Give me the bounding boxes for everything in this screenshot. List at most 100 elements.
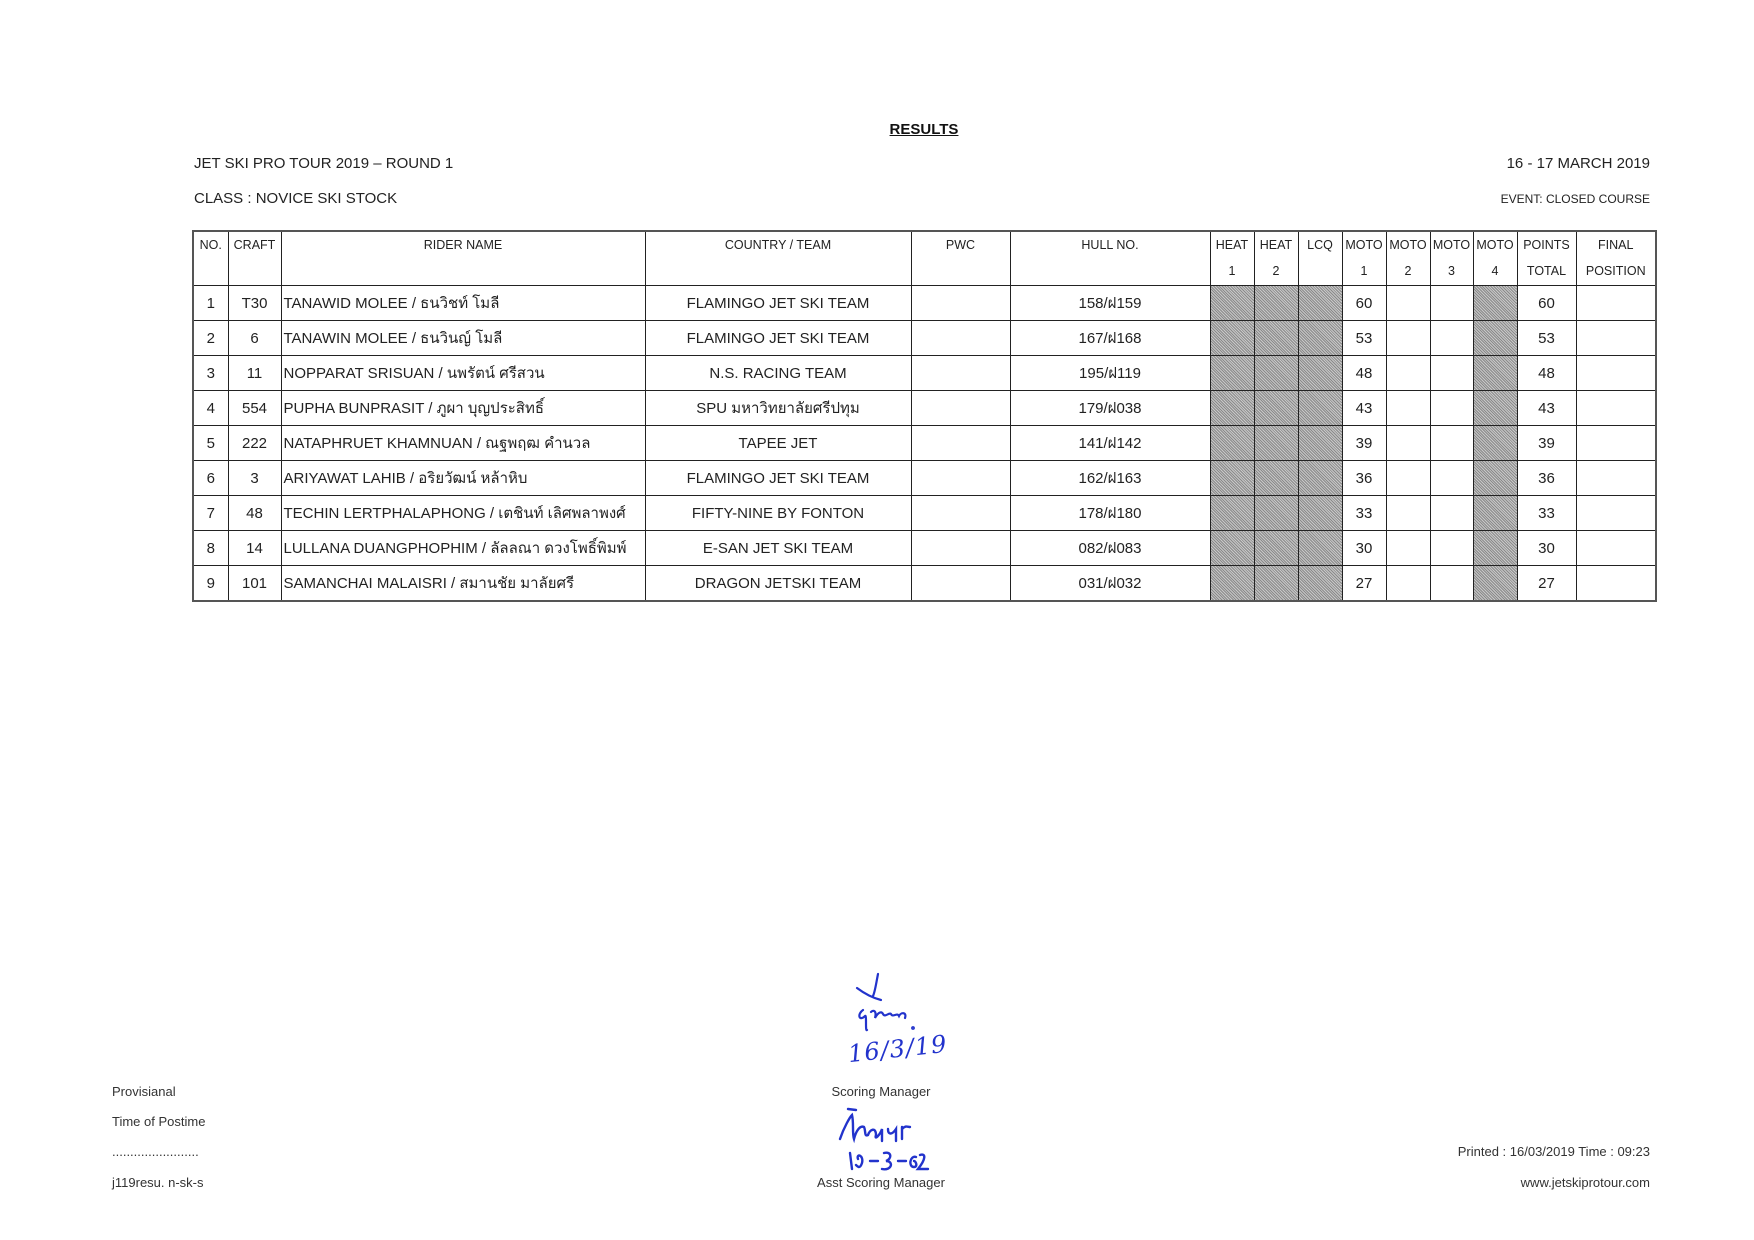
lcq-cell bbox=[1297, 390, 1343, 426]
craft-cell: 3 bbox=[227, 460, 282, 496]
final-position-cell bbox=[1575, 495, 1657, 531]
table-row: 3 11 NOPPARAT SRISUAN / นพรัตน์ ศรีสวน N.S.… bbox=[192, 355, 1657, 391]
table-row: 9 101 SAMANCHAI MALAISRI / สมานชัย มาลัยศร… bbox=[192, 565, 1657, 602]
moto3-cell bbox=[1429, 565, 1474, 602]
craft-cell: 554 bbox=[227, 390, 282, 426]
points-total-cell: 27 bbox=[1516, 565, 1577, 602]
final-position-cell bbox=[1575, 285, 1657, 321]
moto2-cell bbox=[1385, 320, 1431, 356]
table-header-row: NO. CRAFT RIDER NAME COUNTRY / TEAM PWC HULL … bbox=[192, 230, 1657, 286]
scoring-manager-label: Scoring Manager bbox=[831, 1084, 931, 1099]
column-header-label: MOTO bbox=[1389, 238, 1427, 252]
rider-name-cell: TECHIN LERTPHALAPHONG / เตชินท์ เลิศพลาพ… bbox=[280, 495, 646, 531]
heat2-cell bbox=[1253, 425, 1299, 461]
pwc-cell bbox=[910, 390, 1011, 426]
craft-cell: 48 bbox=[227, 495, 282, 531]
moto2-cell bbox=[1385, 285, 1431, 321]
column-header-label: HEAT bbox=[1259, 238, 1293, 252]
column-header: NO. bbox=[192, 230, 229, 286]
points-total-cell: 30 bbox=[1516, 530, 1577, 566]
column-header-label: FINAL bbox=[1598, 238, 1634, 252]
team-cell: DRAGON JETSKI TEAM bbox=[644, 565, 912, 602]
craft-cell: 101 bbox=[227, 565, 282, 602]
moto4-cell bbox=[1472, 425, 1518, 461]
final-position-cell bbox=[1575, 425, 1657, 461]
craft-cell: 222 bbox=[227, 425, 282, 461]
scoring-manager-signature bbox=[855, 972, 915, 1032]
moto3-cell bbox=[1429, 495, 1474, 531]
heat2-cell bbox=[1253, 320, 1299, 356]
column-header: RIDER NAME bbox=[280, 230, 646, 286]
table-row: 4 554 PUPHA BUNPRASIT / ภูผา บุญประสิทธิ์ S… bbox=[192, 390, 1657, 426]
heat2-cell bbox=[1253, 355, 1299, 391]
moto2-cell bbox=[1385, 425, 1431, 461]
no-cell: 2 bbox=[192, 320, 229, 356]
moto3-cell bbox=[1429, 355, 1474, 391]
column-header: FINAL POSITION bbox=[1575, 230, 1657, 286]
lcq-cell bbox=[1297, 460, 1343, 496]
column-header: POINTS TOTAL bbox=[1516, 230, 1577, 286]
postime-blank: ........................ bbox=[112, 1144, 199, 1159]
rider-name-cell: NATAPHRUET KHAMNUAN / ณฐพฤฒ คำนวล bbox=[280, 425, 646, 461]
pwc-cell bbox=[910, 495, 1011, 531]
hull-no-cell: 167/ฝ168 bbox=[1009, 320, 1211, 356]
moto1-cell: 36 bbox=[1341, 460, 1387, 496]
class-label: CLASS : NOVICE SKI STOCK bbox=[194, 190, 398, 207]
team-cell: N.S. RACING TEAM bbox=[644, 355, 912, 391]
no-cell: 7 bbox=[192, 495, 229, 531]
points-total-cell: 60 bbox=[1516, 285, 1577, 321]
moto1-cell: 39 bbox=[1341, 425, 1387, 461]
heat1-cell bbox=[1209, 530, 1255, 566]
rider-name-cell: PUPHA BUNPRASIT / ภูผา บุญประสิทธิ์ bbox=[280, 390, 646, 426]
column-header: LCQ bbox=[1297, 230, 1343, 286]
provisional-label: Provisianal bbox=[112, 1084, 176, 1099]
website-link[interactable]: www.jetskiprotour.com bbox=[1520, 1175, 1650, 1190]
moto1-cell: 53 bbox=[1341, 320, 1387, 356]
column-header: MOTO 4 bbox=[1472, 230, 1518, 286]
team-cell: FLAMINGO JET SKI TEAM bbox=[644, 285, 912, 321]
lcq-cell bbox=[1297, 320, 1343, 356]
moto1-cell: 33 bbox=[1341, 495, 1387, 531]
time-of-postime-label: Time of Postime bbox=[112, 1114, 206, 1129]
no-cell: 3 bbox=[192, 355, 229, 391]
team-cell: FLAMINGO JET SKI TEAM bbox=[644, 460, 912, 496]
moto2-cell bbox=[1385, 495, 1431, 531]
heat2-cell bbox=[1253, 495, 1299, 531]
column-header: HEAT 1 bbox=[1209, 230, 1255, 286]
hull-no-cell: 158/ฝ159 bbox=[1009, 285, 1211, 321]
moto3-cell bbox=[1429, 285, 1474, 321]
final-position-cell bbox=[1575, 320, 1657, 356]
heat1-cell bbox=[1209, 320, 1255, 356]
printed-timestamp: Printed : 16/03/2019 Time : 09:23 bbox=[1457, 1144, 1650, 1159]
team-cell: TAPEE JET bbox=[644, 425, 912, 461]
heat1-cell bbox=[1209, 495, 1255, 531]
lcq-cell bbox=[1297, 425, 1343, 461]
craft-cell: 14 bbox=[227, 530, 282, 566]
moto4-cell bbox=[1472, 285, 1518, 321]
event-name: JET SKI PRO TOUR 2019 – ROUND 1 bbox=[194, 155, 454, 172]
column-header-sublabel: 2 bbox=[1404, 264, 1412, 278]
asst-scoring-manager-signature bbox=[838, 1107, 930, 1171]
heat2-cell bbox=[1253, 565, 1299, 602]
heat1-cell bbox=[1209, 355, 1255, 391]
moto3-cell bbox=[1429, 320, 1474, 356]
final-position-cell bbox=[1575, 565, 1657, 602]
lcq-cell bbox=[1297, 495, 1343, 531]
column-header: MOTO 3 bbox=[1429, 230, 1474, 286]
heat1-cell bbox=[1209, 285, 1255, 321]
column-header: HEAT 2 bbox=[1253, 230, 1299, 286]
column-header-sublabel: 1 bbox=[1228, 264, 1236, 278]
points-total-cell: 39 bbox=[1516, 425, 1577, 461]
rider-name-cell: ARIYAWAT LAHIB / อริยวัฒน์ หล้าหิบ bbox=[280, 460, 646, 496]
heat2-cell bbox=[1253, 460, 1299, 496]
heat2-cell bbox=[1253, 285, 1299, 321]
final-position-cell bbox=[1575, 460, 1657, 496]
column-header: MOTO 2 bbox=[1385, 230, 1431, 286]
hull-no-cell: 195/ฝ119 bbox=[1009, 355, 1211, 391]
team-cell: E-SAN JET SKI TEAM bbox=[644, 530, 912, 566]
column-header-sublabel: 2 bbox=[1272, 264, 1280, 278]
team-cell: FLAMINGO JET SKI TEAM bbox=[644, 320, 912, 356]
moto1-cell: 43 bbox=[1341, 390, 1387, 426]
team-cell: FIFTY-NINE BY FONTON bbox=[644, 495, 912, 531]
points-total-cell: 53 bbox=[1516, 320, 1577, 356]
